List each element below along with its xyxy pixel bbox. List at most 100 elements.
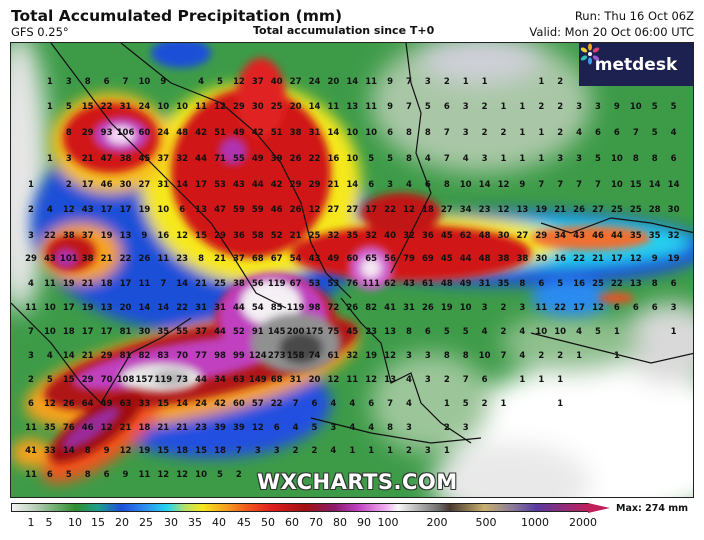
- precip-value: 21: [81, 154, 94, 164]
- precip-value: 6: [443, 102, 450, 112]
- precipitation-field: [11, 43, 693, 497]
- precip-value: 7: [406, 102, 412, 112]
- precip-value: 60: [232, 399, 245, 409]
- wxcharts-watermark: WXCHARTS.COM: [257, 470, 458, 494]
- precip-value: 9: [387, 102, 394, 112]
- precip-value: 33: [138, 399, 151, 409]
- precip-value: 7: [500, 351, 507, 361]
- precip-value: 5: [670, 102, 677, 112]
- legend-tick-label: 80: [333, 516, 347, 529]
- precip-value: 31: [478, 279, 491, 289]
- precip-value: 8: [84, 446, 91, 456]
- precip-value: 44: [251, 180, 264, 190]
- precip-value: 14: [176, 399, 189, 409]
- precip-value: 70: [176, 351, 189, 361]
- precip-value: 175: [305, 327, 324, 337]
- precip-value: 4: [330, 399, 337, 409]
- precip-value: 13: [100, 303, 113, 313]
- precip-value: 8: [651, 279, 658, 289]
- metdesk-burst-icon: [580, 43, 600, 65]
- precip-value: 37: [251, 77, 264, 87]
- precip-value: 56: [251, 279, 264, 289]
- precip-value: 30: [667, 205, 680, 215]
- precip-value: 60: [138, 128, 151, 138]
- precip-value: 44: [610, 231, 623, 241]
- precip-value: 8: [443, 351, 450, 361]
- precip-value: 6: [103, 470, 110, 480]
- precip-value: 3: [65, 154, 72, 164]
- precip-value: 14: [327, 128, 340, 138]
- precip-value: 43: [573, 231, 586, 241]
- precip-value: 62: [384, 279, 397, 289]
- precip-value: 7: [235, 446, 242, 456]
- precip-value: 21: [289, 231, 302, 241]
- precip-value: 32: [346, 351, 359, 361]
- precip-value: 39: [270, 154, 283, 164]
- precip-value: 12: [592, 303, 604, 313]
- precip-value: 53: [214, 180, 226, 190]
- precip-value: 18: [421, 205, 434, 215]
- precip-value: 26: [62, 399, 75, 409]
- precip-value: 6: [368, 399, 375, 409]
- precip-value: 93: [100, 128, 113, 138]
- precip-value: 29: [25, 254, 37, 264]
- precip-value: 61: [327, 351, 340, 361]
- precip-value: 58: [251, 231, 264, 241]
- precip-value: 3: [28, 231, 34, 241]
- precip-value: 21: [81, 351, 94, 361]
- precip-value: 10: [535, 327, 548, 337]
- precip-value: 4: [406, 180, 412, 190]
- precip-value: 15: [81, 102, 94, 112]
- precip-value: 7: [122, 77, 129, 87]
- precip-value: 21: [119, 423, 132, 433]
- precip-value: 17: [119, 279, 132, 289]
- precip-value: 4: [349, 399, 356, 409]
- precip-value: 2: [481, 128, 488, 138]
- precip-value: 26: [289, 205, 302, 215]
- precip-value: 31: [119, 102, 132, 112]
- precip-value: 45: [346, 327, 359, 337]
- precip-value: 1: [443, 446, 450, 456]
- legend-tick-label: 20: [115, 516, 129, 529]
- precip-value: 25: [214, 279, 226, 289]
- precip-value: 53: [327, 279, 340, 289]
- precip-value: 20: [327, 77, 340, 87]
- precip-value: 14: [176, 180, 189, 190]
- precip-value: 77: [195, 351, 208, 361]
- precip-value: 13: [119, 231, 132, 241]
- precip-value: 2: [443, 375, 450, 385]
- precip-value: 35: [629, 231, 642, 241]
- precip-value: 81: [119, 327, 132, 337]
- precip-value: 2: [500, 303, 507, 313]
- precip-value: 9: [103, 446, 110, 456]
- precip-value: 1: [519, 375, 526, 385]
- precip-value: 13: [516, 205, 529, 215]
- precip-value: 6: [311, 399, 318, 409]
- precip-value: 5: [65, 470, 72, 480]
- precip-value: 4: [368, 423, 375, 433]
- precip-value: 42: [270, 180, 283, 190]
- precip-value: 44: [214, 327, 226, 337]
- precip-value: 10: [43, 327, 56, 337]
- precip-value: 71: [214, 154, 226, 164]
- precip-value: 11: [535, 303, 548, 313]
- precip-value: 111: [362, 279, 381, 289]
- precip-value: 1: [500, 154, 507, 164]
- precip-value: 20: [308, 375, 321, 385]
- precip-value: 3: [670, 303, 677, 313]
- precip-value: 63: [232, 375, 245, 385]
- precip-value: 98: [214, 351, 226, 361]
- precip-value: 8: [84, 77, 91, 87]
- precip-value: 6: [481, 375, 488, 385]
- precip-value: 27: [346, 205, 359, 215]
- precip-value: 16: [554, 254, 567, 264]
- precip-value: 48: [478, 254, 491, 264]
- precip-value: 1: [576, 351, 583, 361]
- precip-value: 3: [330, 423, 337, 433]
- precip-value: 25: [610, 205, 623, 215]
- precip-value: 30: [138, 327, 151, 337]
- precip-value: 11: [43, 279, 56, 289]
- precip-value: 19: [100, 231, 113, 241]
- precip-value: 3: [424, 375, 431, 385]
- precip-value: 4: [519, 327, 526, 337]
